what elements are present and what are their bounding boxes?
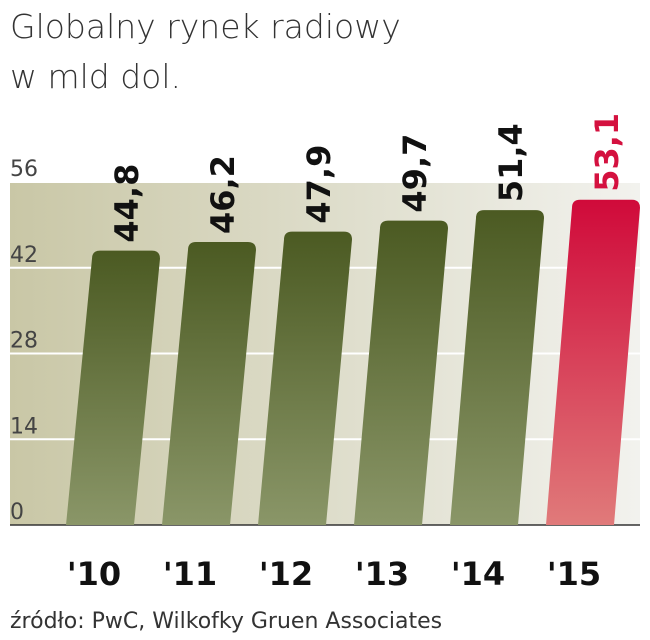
bar	[354, 220, 448, 525]
value-label: 49,7	[396, 134, 434, 213]
y-tick-label: 0	[10, 500, 24, 525]
bar	[450, 210, 544, 526]
bar	[546, 199, 640, 525]
value-label: 44,8	[108, 164, 146, 243]
value-label: 47,9	[300, 145, 338, 224]
value-label: 46,2	[204, 155, 242, 234]
x-tick-label: '11	[163, 555, 217, 593]
value-label: 51,4	[492, 123, 530, 202]
x-tick-label: '14	[451, 555, 505, 593]
y-tick-label: 42	[10, 243, 38, 268]
x-tick-label: '12	[259, 555, 313, 593]
bar	[66, 250, 160, 525]
y-tick-label: 28	[10, 329, 38, 354]
y-tick-label: 14	[10, 414, 38, 439]
chart-subtitle: w mld dol.	[10, 57, 181, 96]
x-tick-label: '10	[67, 555, 121, 593]
value-label: 53,1	[588, 113, 626, 192]
chart-title: Globalny rynek radiowy	[10, 7, 401, 46]
x-tick-label: '13	[355, 555, 409, 593]
y-tick-label: 56	[10, 157, 38, 182]
source: źródło: PwC, Wilkofky Gruen Associates	[10, 609, 442, 634]
bar	[258, 231, 352, 526]
bar	[162, 242, 256, 525]
x-tick-label: '15	[547, 555, 601, 593]
